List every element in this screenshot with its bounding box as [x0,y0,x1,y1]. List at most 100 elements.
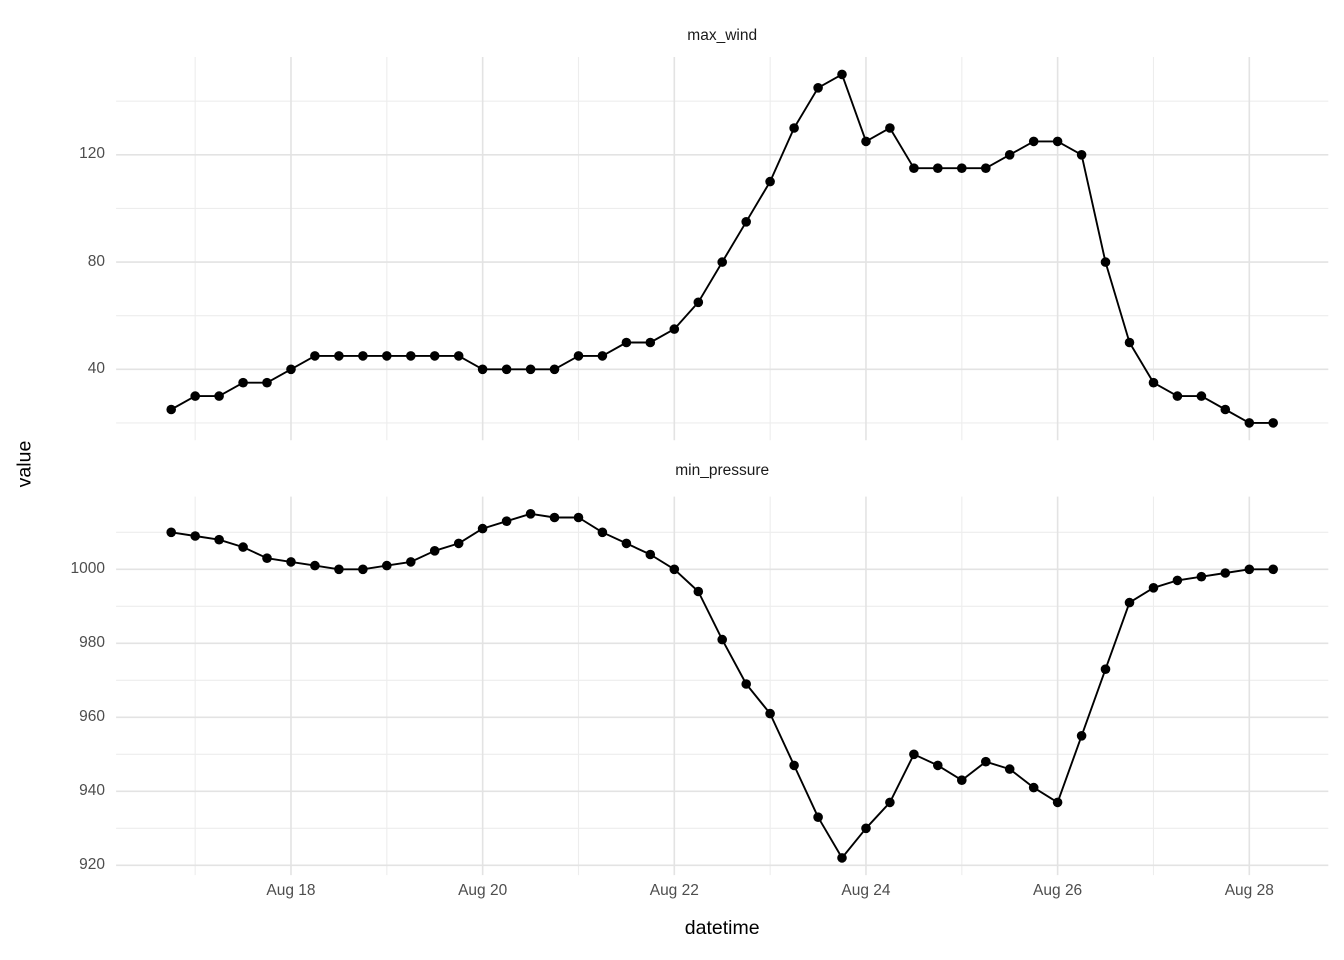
data-point-min_pressure [837,853,847,863]
data-point-min_pressure [477,523,488,534]
data-point-max_wind [813,83,823,93]
data-point-max_wind [190,391,200,401]
y-tick-label: 120 [79,145,105,163]
data-point-min_pressure [286,557,296,567]
data-point-min_pressure [957,775,967,785]
x-tick-label: Aug 26 [1033,882,1083,899]
x-tick-label: Aug 18 [266,882,316,899]
data-point-min_pressure [1268,564,1278,575]
data-point-max_wind [933,163,943,173]
data-point-min_pressure [1004,764,1015,774]
data-point-min_pressure [909,749,919,760]
data-point-min_pressure [190,531,200,541]
facet-label-min-pressure: min_pressure [675,461,770,479]
data-point-min_pressure [525,509,536,519]
data-point-max_wind [166,404,176,415]
data-point-max_wind [645,337,656,348]
data-point-max_wind [981,163,991,173]
data-point-min_pressure [693,586,704,597]
data-point-max_wind [621,337,632,348]
data-point-min_pressure [1100,664,1111,674]
data-point-max_wind [693,297,704,308]
data-point-min_pressure [813,812,823,822]
data-point-max_wind [837,69,847,80]
data-point-min_pressure [1052,797,1063,808]
y-axis-title: value [13,440,36,488]
y-tick-label: 40 [87,359,105,377]
data-point-min_pressure [214,534,224,545]
data-point-max_wind [1076,150,1087,160]
data-point-max_wind [358,351,368,361]
data-point-max_wind [334,351,344,361]
data-point-max_wind [286,364,296,375]
data-point-min_pressure [621,538,632,549]
data-point-min_pressure [1148,583,1159,593]
data-point-max_wind [549,364,560,375]
data-point-min_pressure [885,797,895,808]
data-point-min_pressure [933,760,943,771]
data-point-min_pressure [717,634,727,645]
data-point-max_wind [1196,391,1207,401]
data-point-max_wind [909,163,919,173]
data-point-min_pressure [406,557,416,567]
data-point-min_pressure [1244,564,1255,575]
x-tick-label: Aug 28 [1224,882,1274,899]
y-tick-label: 1000 [70,559,105,577]
data-point-max_wind [861,136,871,147]
data-point-min_pressure [981,756,991,767]
data-point-min_pressure [1196,571,1207,582]
data-point-max_wind [501,364,512,375]
data-point-min_pressure [382,560,392,571]
data-point-max_wind [310,351,320,361]
data-point-min_pressure [166,527,176,538]
data-point-min_pressure [597,527,608,538]
data-point-min_pressure [741,679,751,689]
data-point-min_pressure [334,564,344,575]
data-point-max_wind [1124,337,1135,348]
y-tick-label: 80 [87,252,105,270]
data-point-max_wind [429,351,440,361]
data-point-max_wind [741,217,751,227]
data-point-min_pressure [1172,575,1183,586]
data-point-max_wind [525,364,536,375]
data-point-max_wind [477,364,488,375]
data-point-min_pressure [262,553,272,563]
data-point-min_pressure [1028,782,1039,793]
data-point-max_wind [382,351,392,361]
x-tick-label: Aug 22 [649,882,699,899]
data-point-min_pressure [429,546,440,556]
x-tick-label: Aug 24 [841,882,891,899]
data-point-min_pressure [789,760,799,771]
x-axis-title: datetime [684,917,760,939]
data-point-min_pressure [669,564,680,575]
data-point-min_pressure [358,564,368,575]
data-point-min_pressure [645,549,656,560]
data-point-min_pressure [310,560,320,571]
data-point-min_pressure [238,542,248,552]
data-point-min_pressure [573,512,584,523]
data-point-max_wind [717,257,727,267]
data-point-max_wind [1244,418,1255,428]
data-point-min_pressure [453,538,464,549]
data-point-max_wind [1220,404,1231,415]
data-point-max_wind [406,351,416,361]
y-tick-label: 980 [79,633,105,651]
data-point-max_wind [1172,391,1183,401]
data-point-min_pressure [1076,731,1087,741]
data-point-max_wind [885,123,895,133]
y-tick-label: 940 [79,781,105,799]
data-point-min_pressure [765,708,775,719]
data-point-max_wind [765,176,775,187]
data-point-min_pressure [549,512,560,523]
data-point-max_wind [1028,136,1039,147]
data-point-max_wind [597,351,608,361]
data-point-max_wind [957,163,967,173]
data-line-max_wind [170,73,1274,424]
data-point-max_wind [1052,136,1063,147]
x-tick-label: Aug 20 [458,882,508,899]
data-point-max_wind [453,351,464,361]
data-point-max_wind [1148,377,1159,388]
data-point-max_wind [789,123,799,133]
data-point-min_pressure [501,516,512,526]
